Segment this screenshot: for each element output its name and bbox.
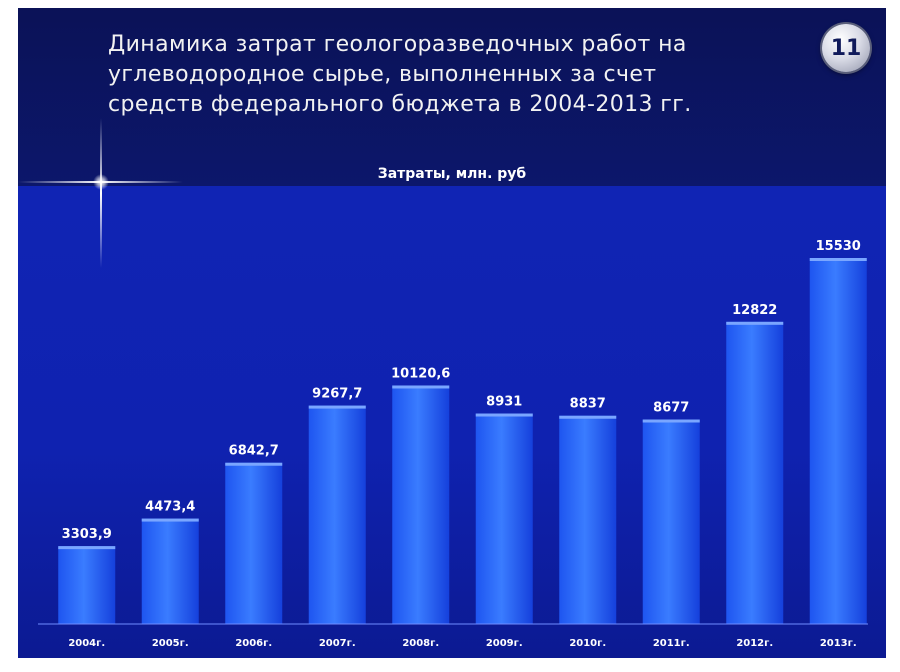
value-label: 8837 <box>570 397 606 412</box>
slide-title: Динамика затрат геологоразведочных работ… <box>108 32 692 117</box>
bar-2005г. <box>141 518 199 624</box>
value-label: 12822 <box>732 303 777 318</box>
bar-highlight <box>726 321 784 325</box>
x-tick-label: 2006г. <box>235 638 272 649</box>
bar-highlight <box>308 405 366 409</box>
bar-2008г. <box>392 385 450 624</box>
bar-highlight <box>809 258 867 261</box>
bar-chart: 3303,9 4473,4 6842,7 9267,7 10120,6 8931 8837 8… <box>38 239 868 649</box>
value-label: 6842,7 <box>229 444 279 459</box>
slide: Динамика затрат геологоразведочных работ… <box>18 8 886 658</box>
bar-highlight <box>475 413 533 417</box>
bar-2012г. <box>726 321 784 624</box>
bar-2011г. <box>642 419 700 624</box>
bar-highlight <box>392 385 450 389</box>
bar-2010г. <box>559 415 617 624</box>
bar-highlight <box>141 518 199 522</box>
value-label: 9267,7 <box>312 387 362 402</box>
x-tick-label: 2011г. <box>653 638 690 649</box>
x-axis-tick-labels: 2004г. 2005г. 2006г. 2007г. 2008г. 2009г. 2010… <box>68 638 856 649</box>
bar-2006г. <box>225 462 283 624</box>
sparkle-decoration-core <box>93 174 109 190</box>
x-tick-label: 2008г. <box>402 638 439 649</box>
value-label: 4473,4 <box>145 500 195 515</box>
slide-number-badge: 11 <box>822 24 870 72</box>
x-tick-label: 2013г. <box>820 638 857 649</box>
bar-highlight <box>559 415 617 419</box>
x-tick-label: 2005г. <box>152 638 189 649</box>
slide-number: 11 <box>830 35 862 61</box>
bar-2013г. <box>809 258 867 624</box>
x-tick-label: 2012г. <box>736 638 773 649</box>
bar-2007г. <box>308 405 366 624</box>
bars <box>58 258 867 624</box>
bar-highlight <box>642 419 700 423</box>
chart-title: Затраты, млн. руб <box>377 166 527 182</box>
x-tick-label: 2007г. <box>319 638 356 649</box>
value-label: 8677 <box>653 401 689 416</box>
sparkle-decoration-vertical <box>100 118 102 268</box>
value-label: 3303,9 <box>62 527 112 542</box>
value-label: 10120,6 <box>391 366 450 381</box>
bar-2009г. <box>475 413 533 624</box>
value-labels: 3303,9 4473,4 6842,7 9267,7 10120,6 8931 8837 8… <box>62 239 861 542</box>
x-tick-label: 2004г. <box>68 638 105 649</box>
bar-2004г. <box>58 546 116 624</box>
bar-highlight <box>58 546 116 550</box>
x-tick-label: 2009г. <box>486 638 523 649</box>
bar-highlight <box>225 462 283 466</box>
value-label: 8931 <box>486 395 522 410</box>
value-label: 15530 <box>816 239 861 254</box>
x-tick-label: 2010г. <box>569 638 606 649</box>
